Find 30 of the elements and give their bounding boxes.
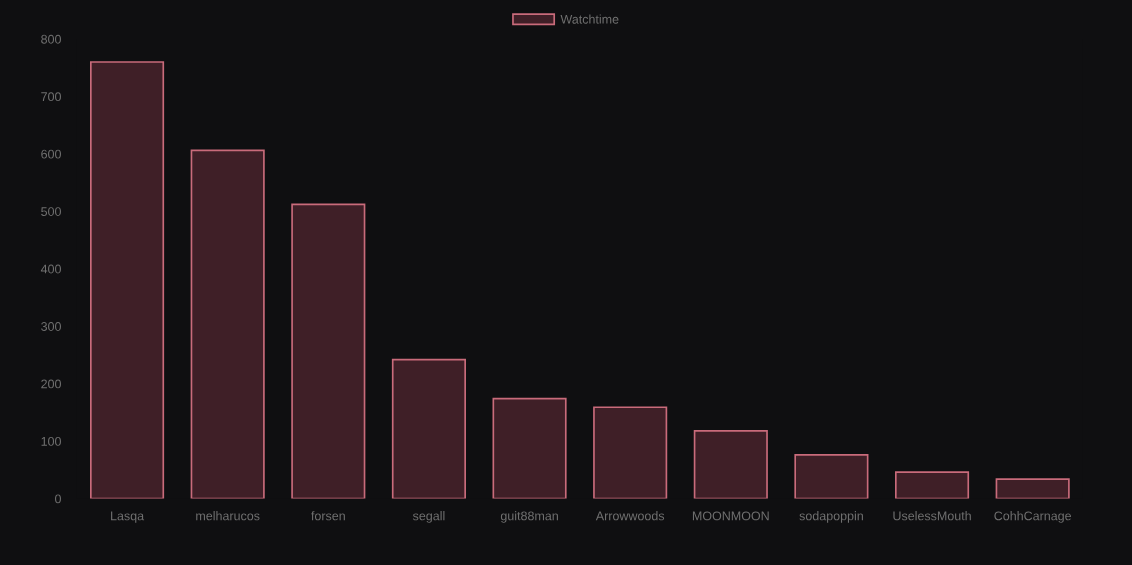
x-tick-label: Lasqa (111, 511, 145, 523)
bar (894, 471, 970, 499)
x-tick-label: MOONMOON (692, 511, 769, 521)
bar (995, 478, 1070, 499)
bar (593, 406, 668, 499)
x-tick-label: sodapoppin (799, 511, 863, 523)
bar (190, 149, 265, 499)
y-tick-label: 700 (41, 92, 61, 102)
bar (492, 397, 567, 499)
bar (90, 61, 165, 499)
y-tick-label: 600 (41, 149, 61, 159)
bar (291, 203, 366, 499)
x-tick-label: CohhCarnage (994, 511, 1072, 523)
bar (391, 358, 466, 499)
y-tick-label: 200 (41, 379, 61, 389)
x-tick-label: melharucos (196, 511, 260, 521)
y-tick-label: 0 (55, 494, 61, 504)
y-tick-label: 400 (40, 264, 61, 274)
x-tick-label: Arrowwoods (595, 511, 665, 521)
y-tick-label: 300 (41, 322, 61, 331)
bar (693, 429, 768, 499)
y-tick-label: 100 (41, 436, 61, 446)
y-tick-label: 800 (41, 34, 61, 44)
x-tick-label: forsen (311, 511, 345, 521)
legend-label: Watchtime (560, 14, 619, 24)
y-tick-label: 500 (41, 207, 61, 216)
x-tick-label: segall (412, 511, 445, 523)
x-tick-label: UselessMouth (893, 511, 971, 521)
x-tick-label: guit88man (500, 511, 558, 523)
bar (794, 454, 869, 499)
